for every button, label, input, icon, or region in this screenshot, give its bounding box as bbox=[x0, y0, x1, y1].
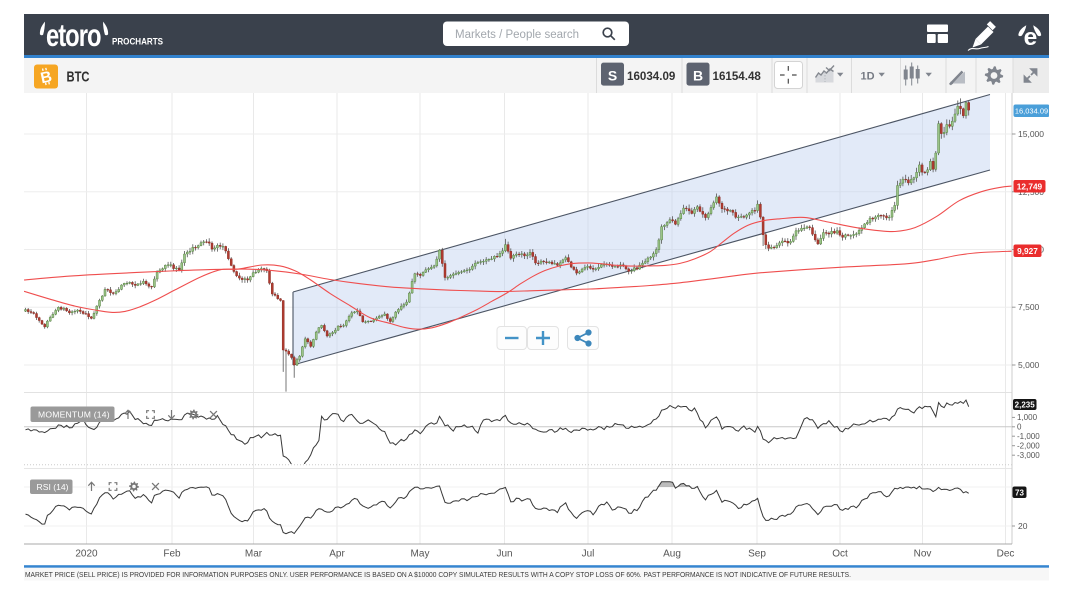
svg-text:etoro: etoro bbox=[46, 18, 101, 53]
svg-text:May: May bbox=[411, 549, 430, 560]
svg-text:Dec: Dec bbox=[997, 549, 1015, 560]
svg-text:B: B bbox=[39, 68, 53, 87]
svg-text:RSI (14): RSI (14) bbox=[37, 482, 69, 492]
svg-text:15,000: 15,000 bbox=[1018, 129, 1044, 139]
svg-text:Oct: Oct bbox=[832, 549, 848, 560]
svg-text:-1,000: -1,000 bbox=[1017, 432, 1040, 441]
svg-text:1D: 1D bbox=[861, 70, 875, 82]
svg-text:MOMENTUM (14): MOMENTUM (14) bbox=[38, 410, 110, 420]
svg-text:S: S bbox=[608, 68, 617, 84]
svg-text:-3,000: -3,000 bbox=[1017, 451, 1040, 460]
svg-text:0: 0 bbox=[1017, 423, 1022, 432]
svg-text:16154.48: 16154.48 bbox=[713, 70, 762, 83]
svg-text:BTC: BTC bbox=[67, 68, 90, 85]
svg-text:Sep: Sep bbox=[748, 549, 766, 560]
svg-text:7,500: 7,500 bbox=[1018, 302, 1040, 312]
svg-text:Jul: Jul bbox=[582, 549, 595, 560]
svg-text:Nov: Nov bbox=[914, 549, 932, 560]
svg-text:16,034.09: 16,034.09 bbox=[1015, 107, 1048, 116]
svg-text:Jun: Jun bbox=[496, 549, 512, 560]
svg-text:e: e bbox=[1024, 24, 1038, 51]
svg-text:9,927: 9,927 bbox=[1017, 246, 1038, 256]
svg-text:MARKET PRICE (SELL PRICE) IS P: MARKET PRICE (SELL PRICE) IS PROVIDED FO… bbox=[25, 572, 851, 579]
svg-text:-2,000: -2,000 bbox=[1017, 442, 1040, 451]
svg-text:B: B bbox=[693, 68, 703, 84]
svg-text:2,235: 2,235 bbox=[1015, 401, 1036, 410]
svg-text:Feb: Feb bbox=[163, 549, 181, 560]
svg-text:5,000: 5,000 bbox=[1018, 360, 1040, 370]
svg-text:PROCHARTS: PROCHARTS bbox=[112, 37, 163, 47]
svg-text:Markets / People search: Markets / People search bbox=[455, 29, 579, 41]
svg-text:16034.09: 16034.09 bbox=[627, 70, 676, 83]
svg-text:12,749: 12,749 bbox=[1017, 181, 1043, 191]
svg-text:20: 20 bbox=[1018, 521, 1028, 531]
svg-text:Mar: Mar bbox=[245, 549, 263, 560]
svg-text:2020: 2020 bbox=[75, 549, 98, 560]
svg-text:1,000: 1,000 bbox=[1017, 413, 1038, 422]
svg-text:Apr: Apr bbox=[329, 549, 345, 560]
svg-text:73: 73 bbox=[1015, 488, 1024, 497]
svg-text:Aug: Aug bbox=[663, 549, 681, 560]
